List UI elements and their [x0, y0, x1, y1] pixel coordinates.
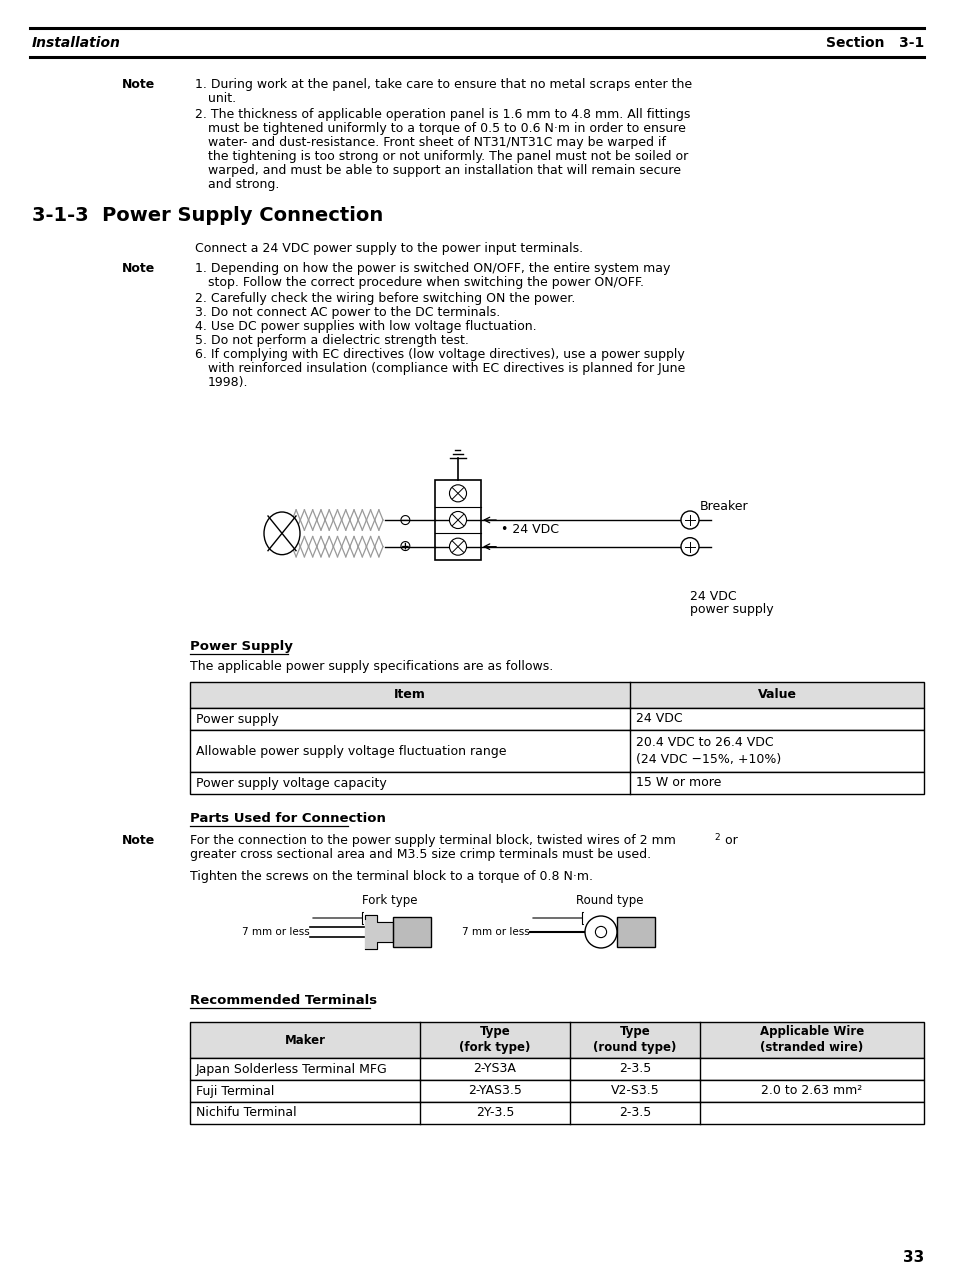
- Text: Item: Item: [394, 689, 425, 701]
- Text: 1998).: 1998).: [208, 377, 248, 389]
- Circle shape: [680, 538, 699, 555]
- Text: water- and dust-resistance. Front sheet of NT31/NT31C may be warped if: water- and dust-resistance. Front sheet …: [208, 136, 665, 150]
- Text: 1. Depending on how the power is switched ON/OFF, the entire system may: 1. Depending on how the power is switche…: [194, 262, 670, 275]
- Text: Maker: Maker: [284, 1033, 325, 1046]
- Text: 4. Use DC power supplies with low voltage fluctuation.: 4. Use DC power supplies with low voltag…: [194, 320, 536, 333]
- Text: Round type: Round type: [576, 894, 643, 907]
- Text: The applicable power supply specifications are as follows.: The applicable power supply specificatio…: [190, 661, 553, 673]
- Text: 15 W or more: 15 W or more: [636, 776, 720, 790]
- Text: 2-YAS3.5: 2-YAS3.5: [468, 1084, 521, 1098]
- Text: 7 mm or less: 7 mm or less: [462, 927, 530, 937]
- Circle shape: [449, 484, 466, 502]
- Text: 2Y-3.5: 2Y-3.5: [476, 1107, 514, 1120]
- Bar: [617, 917, 655, 947]
- Bar: [190, 1080, 923, 1102]
- Text: (24 VDC −15%, +10%): (24 VDC −15%, +10%): [636, 753, 781, 766]
- Bar: [190, 1022, 923, 1058]
- Text: and strong.: and strong.: [208, 178, 279, 191]
- Circle shape: [449, 511, 466, 529]
- Text: Allowable power supply voltage fluctuation range: Allowable power supply voltage fluctuati…: [195, 744, 506, 757]
- Text: greater cross sectional area and M3.5 size crimp terminals must be used.: greater cross sectional area and M3.5 si…: [190, 848, 651, 861]
- Text: 24 VDC: 24 VDC: [636, 713, 682, 725]
- Bar: [393, 917, 431, 947]
- Text: Power supply: Power supply: [195, 713, 278, 725]
- Text: (stranded wire): (stranded wire): [760, 1041, 862, 1055]
- Bar: [190, 708, 923, 730]
- Text: 1. During work at the panel, take care to ensure that no metal scraps enter the: 1. During work at the panel, take care t…: [194, 79, 691, 91]
- Text: 2-YS3A: 2-YS3A: [473, 1063, 516, 1075]
- Text: ⊕: ⊕: [398, 539, 411, 554]
- Text: 2: 2: [713, 833, 719, 842]
- Text: 5. Do not perform a dielectric strength test.: 5. Do not perform a dielectric strength …: [194, 333, 468, 347]
- Text: stop. Follow the correct procedure when switching the power ON/OFF.: stop. Follow the correct procedure when …: [208, 276, 643, 289]
- Text: Applicable Wire: Applicable Wire: [760, 1026, 863, 1038]
- Text: the tightening is too strong or not uniformly. The panel must not be soiled or: the tightening is too strong or not unif…: [208, 150, 687, 164]
- Text: warped, and must be able to support an installation that will remain secure: warped, and must be able to support an i…: [208, 164, 680, 178]
- Text: with reinforced insulation (compliance with EC directives is planned for June: with reinforced insulation (compliance w…: [208, 361, 684, 375]
- Text: Connect a 24 VDC power supply to the power input terminals.: Connect a 24 VDC power supply to the pow…: [194, 242, 582, 255]
- Text: unit.: unit.: [208, 93, 236, 105]
- Circle shape: [595, 927, 606, 937]
- Text: Value: Value: [757, 689, 796, 701]
- Text: 2-3.5: 2-3.5: [618, 1107, 651, 1120]
- Text: • 24 VDC: • 24 VDC: [500, 522, 558, 536]
- Text: Note: Note: [122, 79, 155, 91]
- Text: 3-1-3  Power Supply Connection: 3-1-3 Power Supply Connection: [32, 205, 383, 224]
- Text: 2.0 to 2.63 mm²: 2.0 to 2.63 mm²: [760, 1084, 862, 1098]
- Bar: [190, 1102, 923, 1123]
- Text: or: or: [720, 834, 737, 847]
- Text: ⊖: ⊖: [398, 512, 411, 527]
- Circle shape: [449, 538, 466, 555]
- Text: Type: Type: [619, 1026, 650, 1038]
- Polygon shape: [365, 915, 393, 948]
- Text: 24 VDC: 24 VDC: [689, 590, 736, 604]
- Bar: [190, 730, 923, 772]
- Text: power supply: power supply: [689, 604, 773, 616]
- Ellipse shape: [264, 512, 299, 554]
- Bar: [190, 682, 923, 708]
- Text: Installation: Installation: [32, 36, 121, 49]
- Text: Note: Note: [122, 262, 155, 275]
- Text: Section   3-1: Section 3-1: [825, 36, 923, 49]
- Text: Japan Solderless Terminal MFG: Japan Solderless Terminal MFG: [195, 1063, 387, 1075]
- Bar: [190, 1058, 923, 1080]
- Text: Fuji Terminal: Fuji Terminal: [195, 1084, 274, 1098]
- Text: Fork type: Fork type: [362, 894, 417, 907]
- Bar: [190, 772, 923, 794]
- Text: Breaker: Breaker: [700, 500, 748, 514]
- Text: 33: 33: [902, 1250, 923, 1265]
- Text: (fork type): (fork type): [458, 1041, 530, 1055]
- Text: Nichifu Terminal: Nichifu Terminal: [195, 1107, 296, 1120]
- Text: Note: Note: [122, 834, 155, 847]
- Text: V2-S3.5: V2-S3.5: [610, 1084, 659, 1098]
- Text: 2-3.5: 2-3.5: [618, 1063, 651, 1075]
- Circle shape: [680, 511, 699, 529]
- Text: 3. Do not connect AC power to the DC terminals.: 3. Do not connect AC power to the DC ter…: [194, 306, 499, 320]
- Text: Parts Used for Connection: Parts Used for Connection: [190, 812, 385, 825]
- Text: Power Supply: Power Supply: [190, 640, 293, 653]
- Text: 2. The thickness of applicable operation panel is 1.6 mm to 4.8 mm. All fittings: 2. The thickness of applicable operation…: [194, 108, 690, 120]
- Circle shape: [584, 915, 617, 948]
- Text: Power supply voltage capacity: Power supply voltage capacity: [195, 776, 386, 790]
- Text: Tighten the screws on the terminal block to a torque of 0.8 N·m.: Tighten the screws on the terminal block…: [190, 870, 593, 883]
- Text: For the connection to the power supply terminal block, twisted wires of 2 mm: For the connection to the power supply t…: [190, 834, 675, 847]
- Text: Recommended Terminals: Recommended Terminals: [190, 994, 376, 1007]
- Text: 2. Carefully check the wiring before switching ON the power.: 2. Carefully check the wiring before swi…: [194, 292, 575, 306]
- Bar: [435, 481, 480, 560]
- Text: 6. If complying with EC directives (low voltage directives), use a power supply: 6. If complying with EC directives (low …: [194, 347, 684, 361]
- Text: 20.4 VDC to 26.4 VDC: 20.4 VDC to 26.4 VDC: [636, 735, 773, 748]
- Text: (round type): (round type): [593, 1041, 676, 1055]
- Text: must be tightened uniformly to a torque of 0.5 to 0.6 N·m in order to ensure: must be tightened uniformly to a torque …: [208, 122, 685, 134]
- Text: Type: Type: [479, 1026, 510, 1038]
- Text: 7 mm or less: 7 mm or less: [242, 927, 310, 937]
